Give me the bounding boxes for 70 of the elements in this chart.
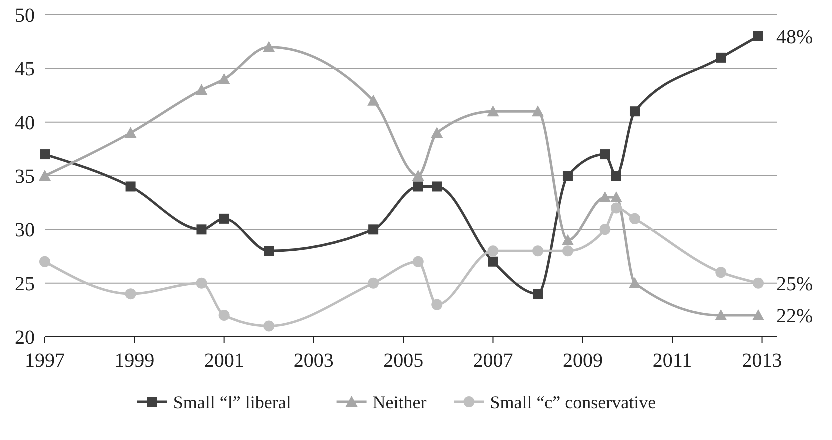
point [432, 299, 443, 310]
point [125, 288, 136, 300]
point [532, 246, 544, 257]
y-tick-label: 25 [15, 273, 35, 296]
point [126, 182, 136, 192]
point [412, 256, 424, 268]
point [629, 213, 640, 224]
point [715, 310, 728, 321]
point [264, 246, 274, 256]
point [716, 52, 726, 63]
point [488, 246, 499, 257]
point [413, 182, 424, 192]
y-tick-label: 45 [15, 58, 35, 81]
x-tick-label: 2009 [562, 350, 603, 372]
point [218, 73, 230, 84]
point [218, 310, 230, 322]
point [124, 127, 137, 138]
point [219, 214, 230, 224]
point [196, 224, 207, 235]
point [532, 106, 544, 117]
point [264, 320, 275, 332]
annotation: 25% [776, 273, 814, 296]
point [432, 182, 442, 192]
point [487, 106, 500, 117]
point [412, 170, 424, 181]
point [562, 234, 574, 246]
legend-label: Neither [372, 392, 427, 412]
point [562, 171, 573, 181]
point [610, 202, 622, 214]
legend-label: Small “c” conservative [490, 392, 656, 412]
x-tick-label: 2011 [652, 350, 692, 372]
point [196, 278, 208, 289]
point [610, 191, 622, 202]
point [752, 278, 764, 289]
x-tick-label: 2001 [204, 350, 244, 372]
point [600, 150, 610, 160]
point [716, 267, 727, 278]
point [263, 41, 276, 52]
point [630, 106, 640, 117]
point [39, 170, 51, 181]
y-tick-label: 50 [15, 5, 35, 27]
x-tick-label: 2005 [384, 350, 424, 372]
x-tick-label: 2003 [294, 350, 334, 372]
legend-label: Small “l” liberal [173, 392, 292, 412]
y-tick-label: 35 [15, 166, 35, 188]
point [752, 310, 764, 321]
point [753, 31, 764, 42]
point [628, 277, 641, 288]
annotation: 48% [776, 26, 814, 48]
y-tick-label: 40 [15, 112, 35, 134]
point [368, 278, 380, 289]
y-tick-label: 30 [15, 220, 35, 242]
point [611, 171, 622, 181]
point [599, 191, 612, 202]
point [196, 84, 208, 96]
x-tick-label: 1999 [114, 350, 155, 372]
point [533, 289, 544, 300]
x-tick-label: 1997 [25, 350, 65, 372]
point [368, 94, 380, 106]
point [368, 224, 379, 235]
point [562, 246, 574, 257]
point [40, 150, 50, 160]
annotation: 22% [776, 306, 814, 328]
x-tick-label: 2007 [473, 350, 514, 372]
point [600, 224, 611, 236]
x-tick-label: 2013 [742, 350, 782, 372]
point [431, 127, 444, 138]
point [488, 256, 498, 267]
point [40, 256, 50, 268]
y-tick-label: 20 [15, 327, 35, 349]
